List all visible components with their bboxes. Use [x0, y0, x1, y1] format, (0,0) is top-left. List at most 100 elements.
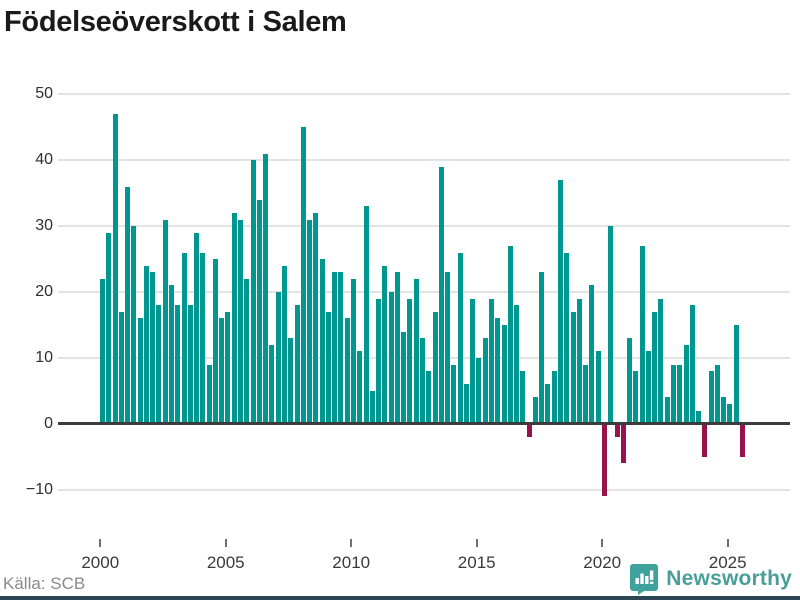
bar-2017Q1	[526, 423, 532, 437]
bar-2021Q4	[645, 351, 651, 424]
y-axis-label--10: −10	[25, 480, 53, 498]
bar-2006Q1	[250, 160, 256, 424]
bar-2023Q3	[689, 305, 695, 424]
bar-2004Q4	[219, 318, 225, 424]
bar-2016Q3	[514, 305, 520, 424]
bar-2016Q1	[501, 324, 507, 424]
bar-2012Q3	[413, 278, 419, 424]
bar-2003Q2	[181, 252, 187, 424]
bar-2011Q3	[388, 292, 394, 424]
x-axis-label-2005: 2005	[206, 553, 245, 572]
bar-2016Q2	[507, 245, 513, 424]
bar-2000Q4	[118, 311, 124, 424]
bar-2018Q1	[551, 371, 557, 424]
bar-2019Q4	[595, 351, 601, 424]
bar-2006Q2	[256, 199, 262, 424]
bar-2003Q1	[175, 305, 181, 424]
bar-2018Q2	[558, 180, 564, 424]
gridline-40	[58, 159, 790, 162]
bar-2014Q2	[457, 252, 463, 424]
bar-2022Q3	[664, 397, 670, 424]
x-axis-tick-2025	[726, 539, 729, 547]
x-axis-tick-2010	[350, 539, 353, 547]
bar-2017Q2	[532, 397, 538, 424]
bar-2014Q1	[451, 364, 457, 424]
bar-2025Q1	[727, 404, 733, 424]
bar-2024Q1	[702, 423, 708, 457]
bar-2011Q1	[376, 298, 382, 424]
bar-2004Q2	[206, 364, 212, 424]
bar-2012Q2	[407, 298, 413, 424]
bar-2020Q2	[608, 226, 614, 424]
bar-2024Q4	[721, 397, 727, 424]
gridline-50	[58, 93, 790, 96]
bar-2008Q1	[300, 127, 306, 424]
bar-2019Q3	[589, 285, 595, 424]
bar-2000Q2	[106, 232, 112, 424]
bar-2017Q3	[539, 272, 545, 424]
x-axis-label-2000: 2000	[81, 553, 120, 572]
bar-2017Q4	[545, 384, 551, 424]
bar-2010Q4	[369, 390, 375, 424]
bar-2025Q2	[733, 324, 739, 424]
bar-2001Q1	[125, 186, 131, 424]
x-axis-tick-2005	[224, 539, 227, 547]
bar-2010Q2	[357, 351, 363, 424]
bar-2005Q3	[238, 219, 244, 424]
gridline--10	[58, 488, 790, 491]
bar-2022Q4	[670, 364, 676, 424]
bar-2008Q4	[319, 259, 325, 424]
bar-2025Q3	[739, 423, 745, 457]
bar-2010Q1	[350, 278, 356, 424]
bar-2015Q1	[476, 357, 482, 424]
y-axis-label-0: 0	[44, 414, 53, 432]
y-axis-label-40: 40	[35, 151, 53, 169]
bar-2013Q4	[445, 272, 451, 424]
bar-2011Q2	[382, 265, 388, 424]
bar-2007Q3	[288, 338, 294, 424]
bar-2009Q3	[338, 272, 344, 424]
bar-2023Q2	[683, 344, 689, 424]
bar-2001Q3	[137, 318, 143, 424]
x-axis-label-2010: 2010	[332, 553, 371, 572]
y-axis-label-20: 20	[35, 283, 53, 301]
newsworthy-logo: Newsworthy	[630, 563, 792, 595]
bar-2001Q4	[143, 265, 149, 424]
bar-2004Q3	[212, 259, 218, 424]
bar-2009Q2	[332, 272, 338, 424]
bar-2024Q3	[714, 364, 720, 424]
bar-2019Q1	[576, 298, 582, 424]
bar-2000Q3	[112, 114, 118, 424]
y-axis-label-10: 10	[35, 348, 53, 366]
x-axis-tick-2000	[99, 539, 102, 547]
bar-2002Q2	[156, 305, 162, 424]
bar-2020Q3	[614, 423, 620, 437]
bar-2008Q3	[313, 213, 319, 424]
bar-2016Q4	[520, 371, 526, 424]
bar-2020Q1	[601, 423, 607, 497]
y-axis-label-30: 30	[35, 217, 53, 235]
bar-2002Q3	[162, 219, 168, 424]
bar-2002Q4	[169, 285, 175, 424]
bar-2024Q2	[708, 371, 714, 424]
bar-2002Q1	[150, 272, 156, 424]
footer-accent-bar	[0, 596, 800, 600]
bar-2023Q4	[696, 410, 702, 424]
bar-2019Q2	[583, 364, 589, 424]
bar-2007Q2	[281, 265, 287, 424]
bar-2005Q4	[244, 278, 250, 424]
x-axis-tick-2015	[475, 539, 478, 547]
bar-2010Q3	[363, 206, 369, 424]
newsworthy-speech-bubble-chart-icon	[630, 563, 659, 595]
bar-2006Q3	[263, 153, 269, 424]
bar-2021Q2	[633, 371, 639, 424]
bar-2022Q2	[658, 298, 664, 424]
bar-2006Q4	[269, 344, 275, 424]
bar-2007Q1	[275, 292, 281, 424]
page-title: Födelseöverskott i Salem	[4, 6, 347, 38]
bar-2018Q4	[570, 311, 576, 424]
bar-2001Q2	[131, 226, 137, 424]
x-axis-label-2015: 2015	[457, 553, 496, 572]
bar-2011Q4	[394, 272, 400, 424]
